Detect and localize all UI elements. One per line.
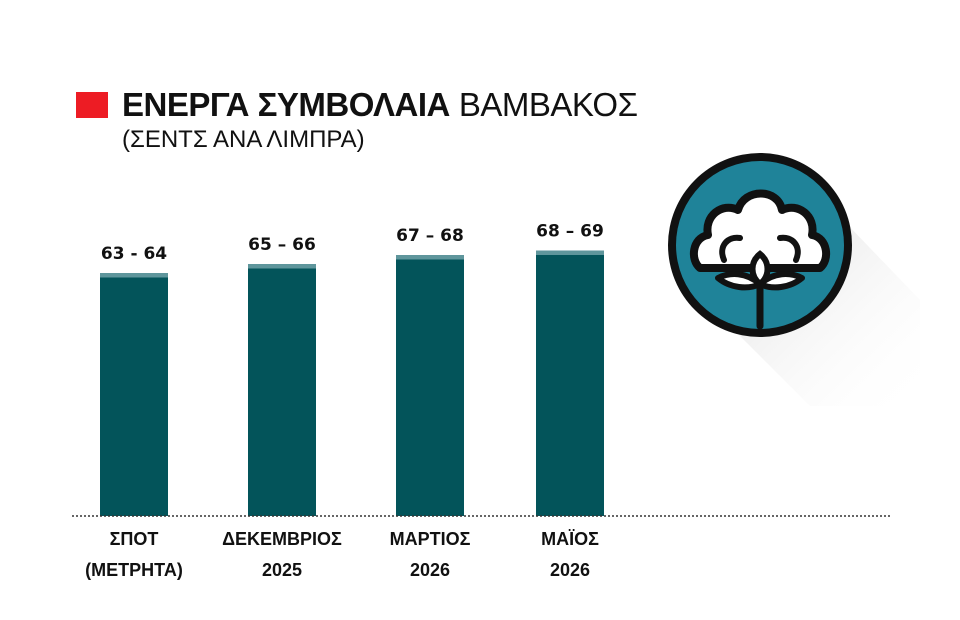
category-label: 2026 [410,560,450,580]
category-label: 2025 [262,560,302,580]
chart-subtitle: (ΣΕΝΤΣ ΑΝΑ ΛΙΜΠΡΑ) [122,126,365,153]
bar-base [248,268,316,516]
bar-base [396,259,464,516]
bar-range [100,273,168,278]
chart-title-bold: ΕΝΕΡΓΑ ΣΥΜΒΟΛΑΙΑ [122,86,450,123]
title-marker [76,92,108,118]
bar-range [248,264,316,269]
title-row: ΕΝΕΡΓΑ ΣΥΜΒΟΛΑΙΑ ΒΑΜΒΑΚΟΣ [76,86,638,124]
bar-range [396,255,464,260]
data-label: 63 - 64 [101,244,167,264]
bar-base [100,277,168,516]
cotton-boll-icon [668,153,920,406]
category-label: (ΜΕΤΡΗΤΑ) [85,560,183,580]
bar-range [536,250,604,255]
category-label: ΔΕΚΕΜΒΡΙΟΣ [222,529,342,549]
category-label: ΜΑΪΟΣ [541,529,599,549]
data-label: 65 – 66 [248,235,316,255]
category-label: ΣΠΟΤ [110,529,159,549]
data-label: 67 – 68 [396,226,464,246]
chart-header: ΕΝΕΡΓΑ ΣΥΜΒΟΛΑΙΑ ΒΑΜΒΑΚΟΣ (ΣΕΝΤΣ ΑΝΑ ΛΙΜ… [76,86,638,154]
category-label: ΜΑΡΤΙΟΣ [390,529,471,549]
category-label: 2026 [550,560,590,580]
data-label: 68 – 69 [536,222,604,242]
bar-base [536,255,604,516]
cotton-drawing [689,189,831,330]
chart-title-light: ΒΑΜΒΑΚΟΣ [458,86,638,123]
